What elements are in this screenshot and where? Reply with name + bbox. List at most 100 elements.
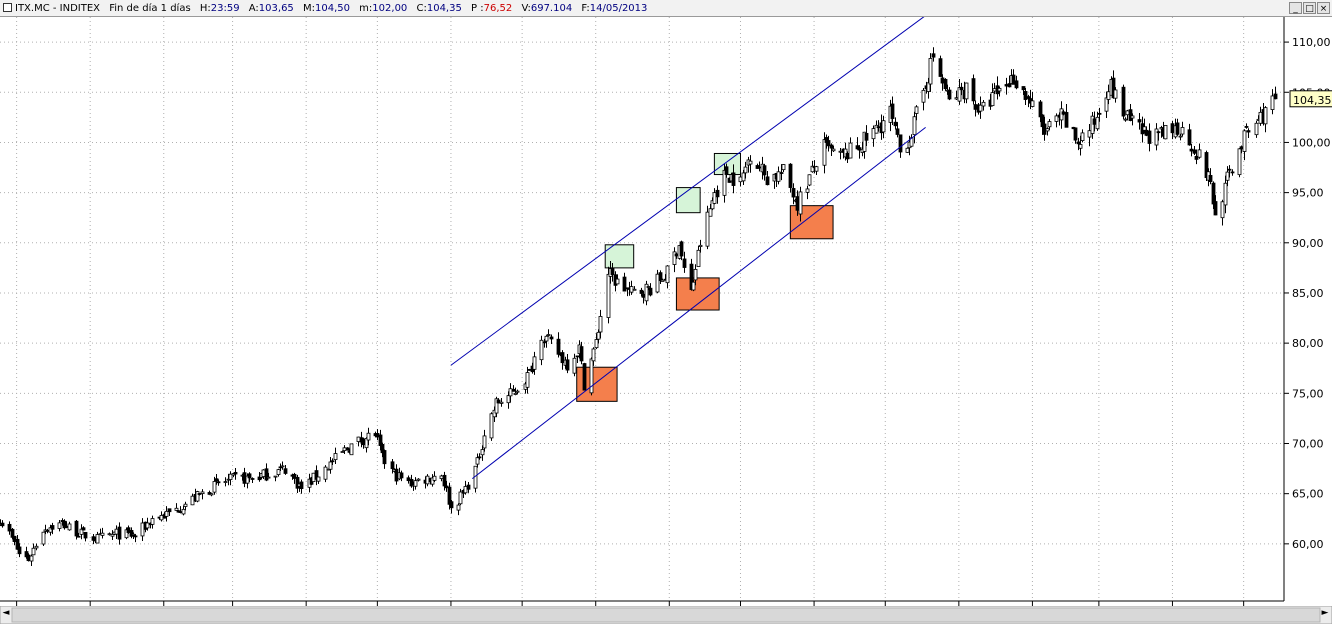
candle-body bbox=[1014, 80, 1019, 89]
candle-body bbox=[1230, 171, 1235, 174]
y-tick-label: 60,00 bbox=[1292, 538, 1324, 551]
candle-body bbox=[971, 78, 976, 102]
candle-body bbox=[261, 469, 266, 477]
candle-body bbox=[380, 444, 385, 454]
candle-body bbox=[598, 316, 603, 333]
open-label: A: bbox=[248, 3, 259, 14]
candle-body bbox=[1227, 168, 1232, 171]
candle-body bbox=[791, 188, 796, 198]
candle-body bbox=[323, 466, 328, 480]
candle-body bbox=[280, 465, 285, 468]
candle-body bbox=[133, 535, 138, 538]
candle-body bbox=[724, 166, 729, 175]
candle-body bbox=[167, 508, 172, 513]
candle-body bbox=[81, 527, 86, 531]
candle-body bbox=[776, 171, 781, 182]
candle-body bbox=[499, 401, 504, 404]
candle-body bbox=[349, 443, 354, 456]
candle-body bbox=[74, 520, 79, 537]
candle-body bbox=[41, 531, 46, 545]
candle-body bbox=[366, 432, 371, 441]
candle-body bbox=[178, 511, 183, 513]
candle-body bbox=[83, 531, 88, 539]
candle-body bbox=[57, 522, 62, 529]
candle-body bbox=[1106, 91, 1111, 100]
candle-body bbox=[375, 433, 380, 438]
candle-body bbox=[549, 336, 554, 340]
high-label: M: bbox=[302, 3, 315, 14]
candle-body bbox=[233, 471, 238, 475]
candle-body bbox=[1194, 155, 1199, 160]
candle-body bbox=[345, 447, 350, 451]
candle-body bbox=[197, 493, 202, 495]
candle-body bbox=[814, 166, 819, 172]
candle-body bbox=[544, 335, 549, 342]
candle-body bbox=[881, 120, 886, 133]
scroll-right-icon[interactable]: ► bbox=[1321, 608, 1329, 618]
last-price-tag: 104,35 bbox=[1289, 90, 1332, 108]
candle-body bbox=[1270, 95, 1275, 110]
candle-body bbox=[212, 481, 217, 493]
candle-body bbox=[1125, 110, 1130, 116]
candle-body bbox=[223, 481, 228, 483]
candle-body bbox=[693, 268, 698, 281]
candle-body bbox=[715, 189, 720, 198]
candle-body bbox=[100, 532, 105, 536]
candle-body bbox=[209, 493, 214, 496]
y-tick-label: 75,00 bbox=[1292, 387, 1324, 400]
candle-body bbox=[1244, 126, 1249, 128]
last-price-box bbox=[1289, 90, 1332, 108]
scroll-thumb[interactable] bbox=[11, 607, 1321, 623]
scroll-left-icon[interactable]: ◄ bbox=[2, 608, 10, 618]
candle-body bbox=[466, 484, 471, 490]
candle-body bbox=[242, 472, 247, 484]
candle-body bbox=[757, 166, 762, 169]
candle-body bbox=[181, 508, 186, 515]
candle-body bbox=[378, 434, 383, 446]
date-value: 14/05/2013 bbox=[589, 3, 648, 14]
close-button[interactable]: × bbox=[1317, 2, 1330, 14]
candle-body bbox=[29, 555, 34, 562]
maximize-button[interactable]: □ bbox=[1303, 2, 1316, 14]
candle-body bbox=[107, 533, 112, 536]
time-value: 23:59 bbox=[210, 3, 240, 14]
minimize-button[interactable]: _ bbox=[1289, 2, 1302, 14]
price-chart[interactable]: 60,00 65,00 70,00 75,00 80,00 85,00 90,00 95,00… bbox=[0, 17, 1332, 606]
candle-body bbox=[1045, 128, 1050, 132]
x-axis: Dic12FebMarAbrMayJunJulAgoSepOctNovDic13… bbox=[0, 600, 1284, 606]
candle-body bbox=[425, 475, 430, 485]
candle-body bbox=[822, 139, 827, 166]
channel-lower-line bbox=[471, 126, 926, 480]
low-label: m: bbox=[359, 3, 373, 14]
candle-body bbox=[34, 545, 39, 549]
candle-body bbox=[698, 244, 703, 247]
candle-body bbox=[748, 160, 753, 165]
candle-body bbox=[145, 522, 150, 529]
candle-body bbox=[447, 486, 452, 505]
interval-label: Fin de día 1 días bbox=[109, 3, 191, 14]
candle-body bbox=[513, 392, 518, 395]
candle-body bbox=[183, 503, 188, 507]
candle-body bbox=[413, 480, 418, 487]
candle-body bbox=[539, 339, 544, 361]
candle-body bbox=[276, 469, 281, 475]
candle-body bbox=[1047, 121, 1052, 128]
time-scrollbar[interactable] bbox=[0, 606, 1332, 624]
candle-body bbox=[997, 87, 1002, 92]
candle-body bbox=[556, 338, 561, 355]
candle-body bbox=[1197, 149, 1202, 158]
candle-body bbox=[164, 510, 169, 517]
candle-body bbox=[579, 346, 584, 362]
candle-body bbox=[1042, 123, 1047, 135]
volume-value: 697.104 bbox=[530, 3, 573, 14]
candle-body bbox=[1076, 141, 1081, 145]
candle-body bbox=[914, 106, 919, 114]
candle-body bbox=[12, 535, 17, 542]
candle-body bbox=[658, 272, 663, 281]
candle-body bbox=[743, 166, 748, 174]
candle-body bbox=[295, 476, 300, 489]
candle-body bbox=[525, 372, 530, 388]
candle-body bbox=[722, 169, 727, 196]
candle-body bbox=[674, 253, 679, 257]
candle-body bbox=[64, 525, 69, 528]
